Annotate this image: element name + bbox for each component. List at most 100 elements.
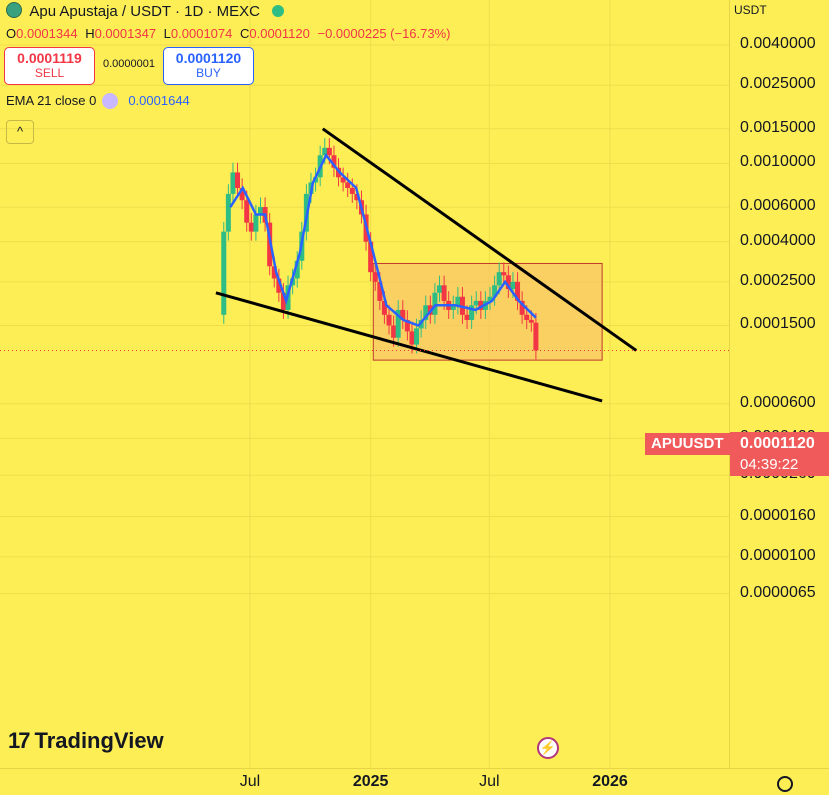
buy-price: 0.0001120 [175,50,242,66]
candle-body [239,188,245,201]
candle-body [432,292,438,315]
candle-body [340,177,346,183]
ema-legend[interactable]: EMA 21 close 0 0.0001644 [6,93,190,109]
high-label: H [85,26,95,41]
trendline [321,127,638,352]
price-tick-label: 0.0000100 [740,546,816,564]
close-label: C [239,26,250,41]
price-tick-label: 0.0040000 [740,35,816,52]
buy-label: BUY [196,66,221,80]
high-value: 0.0001347 [94,26,157,41]
candle-body [368,241,374,273]
candle-body [381,300,387,315]
market-status-icon [272,5,285,17]
candle-body [414,328,420,345]
open-value: 0.0001344 [16,26,78,41]
tradingview-mark-icon: 17 [8,728,31,753]
low-label: L [163,26,171,41]
candle-body [257,207,263,215]
candle-body [294,260,300,279]
candle-body [524,314,530,320]
change-value: −0.0000225 (−16.73%) [317,26,451,41]
currency-label[interactable]: USDT [734,3,767,17]
candle-body [510,281,516,289]
symbol-tag: APUUSDT [645,433,730,455]
sell-button[interactable]: 0.0001119 SELL [4,47,95,85]
candle-body [235,172,241,189]
candle-body [455,296,461,306]
candle-body [395,309,401,338]
price-tick-label: 0.0000160 [740,506,816,524]
price-tick-label: 0.0002500 [740,271,816,289]
candle-body [423,305,429,320]
candle-body [450,305,456,310]
bar-countdown: 04:39:22 [740,456,799,473]
candle-body [469,305,475,320]
candle-body [505,275,511,289]
symbol-title: Apu Apustaja / USDT · 1D · MEXC [29,3,260,20]
trendline [215,291,603,403]
time-tick-label: 2025 [352,773,389,790]
price-tick-label: 0.0006000 [740,197,816,215]
price-axis[interactable]: USDT 0.0040000 0.0025000 0.0015000 0.001000… [729,0,829,768]
candle-body [230,172,236,194]
candle-body [391,325,397,338]
candle-body [244,200,250,223]
candle-body [225,193,231,232]
candle-body [519,300,525,315]
candle-body [349,188,355,194]
candle-body [515,281,521,301]
candle-body [492,285,498,297]
candle-body [345,182,351,189]
candle-body [248,222,254,232]
trendline-layer [215,127,638,403]
ohlc-readout: O0.0001344 H0.0001347 L0.0001074 C0.0001… [6,26,455,41]
time-axis[interactable]: Jul 2025 Jul 2026 [0,768,829,795]
candle-body [473,300,479,306]
ema-line-layer [229,152,537,327]
candle-body [271,266,277,279]
ema-value: 0.0001644 [128,93,190,108]
time-tick-label: 2026 [592,773,628,790]
price-tick-label: 0.0004000 [740,231,816,249]
candle-body [496,272,502,286]
candle-body [331,155,337,168]
ema-label: EMA 21 close 0 [6,93,97,108]
buy-button[interactable]: 0.0001120 BUY [163,47,254,85]
flash-icon[interactable]: ⚡ [537,737,559,759]
last-price-value: 0.0001120 [740,435,815,452]
collapse-chevron-icon[interactable]: ^ [6,120,34,144]
candle-body [533,322,539,351]
price-tick-label: 0.0000600 [740,393,816,411]
grid-lines [0,0,729,768]
candle-body [441,285,447,301]
candle-body [354,193,360,201]
price-tick-label: 0.0015000 [740,118,816,136]
candle-body [437,285,443,293]
candle-body [280,292,286,310]
settings-icon[interactable] [777,776,793,792]
ema-line [229,152,537,327]
chart-plot[interactable] [0,0,729,768]
time-tick-label: Jul [239,773,261,790]
sell-price: 0.0001119 [17,50,82,66]
candle-body [377,281,383,301]
candle-body [322,147,328,156]
candle-body [372,272,378,282]
sell-label: SELL [34,66,65,80]
low-value: 0.0001074 [170,26,233,41]
spread-value: 0.0000001 [103,58,155,70]
symbol-header[interactable]: Apu Apustaja / USDT · 1D · MEXC [6,2,285,20]
time-tick-label: Jul [479,773,500,790]
apu-logo-icon [6,2,22,18]
indicator-loading-icon [102,93,119,109]
candle-body [409,331,415,345]
candle-body [404,319,410,332]
candle-body [487,296,493,301]
candle-body [478,300,484,310]
candle-body [386,314,392,326]
candle-body [464,314,470,320]
tradingview-logo: 17 TradingView [8,728,164,754]
price-tick-label: 0.0025000 [740,75,816,93]
candle-body [221,231,227,315]
